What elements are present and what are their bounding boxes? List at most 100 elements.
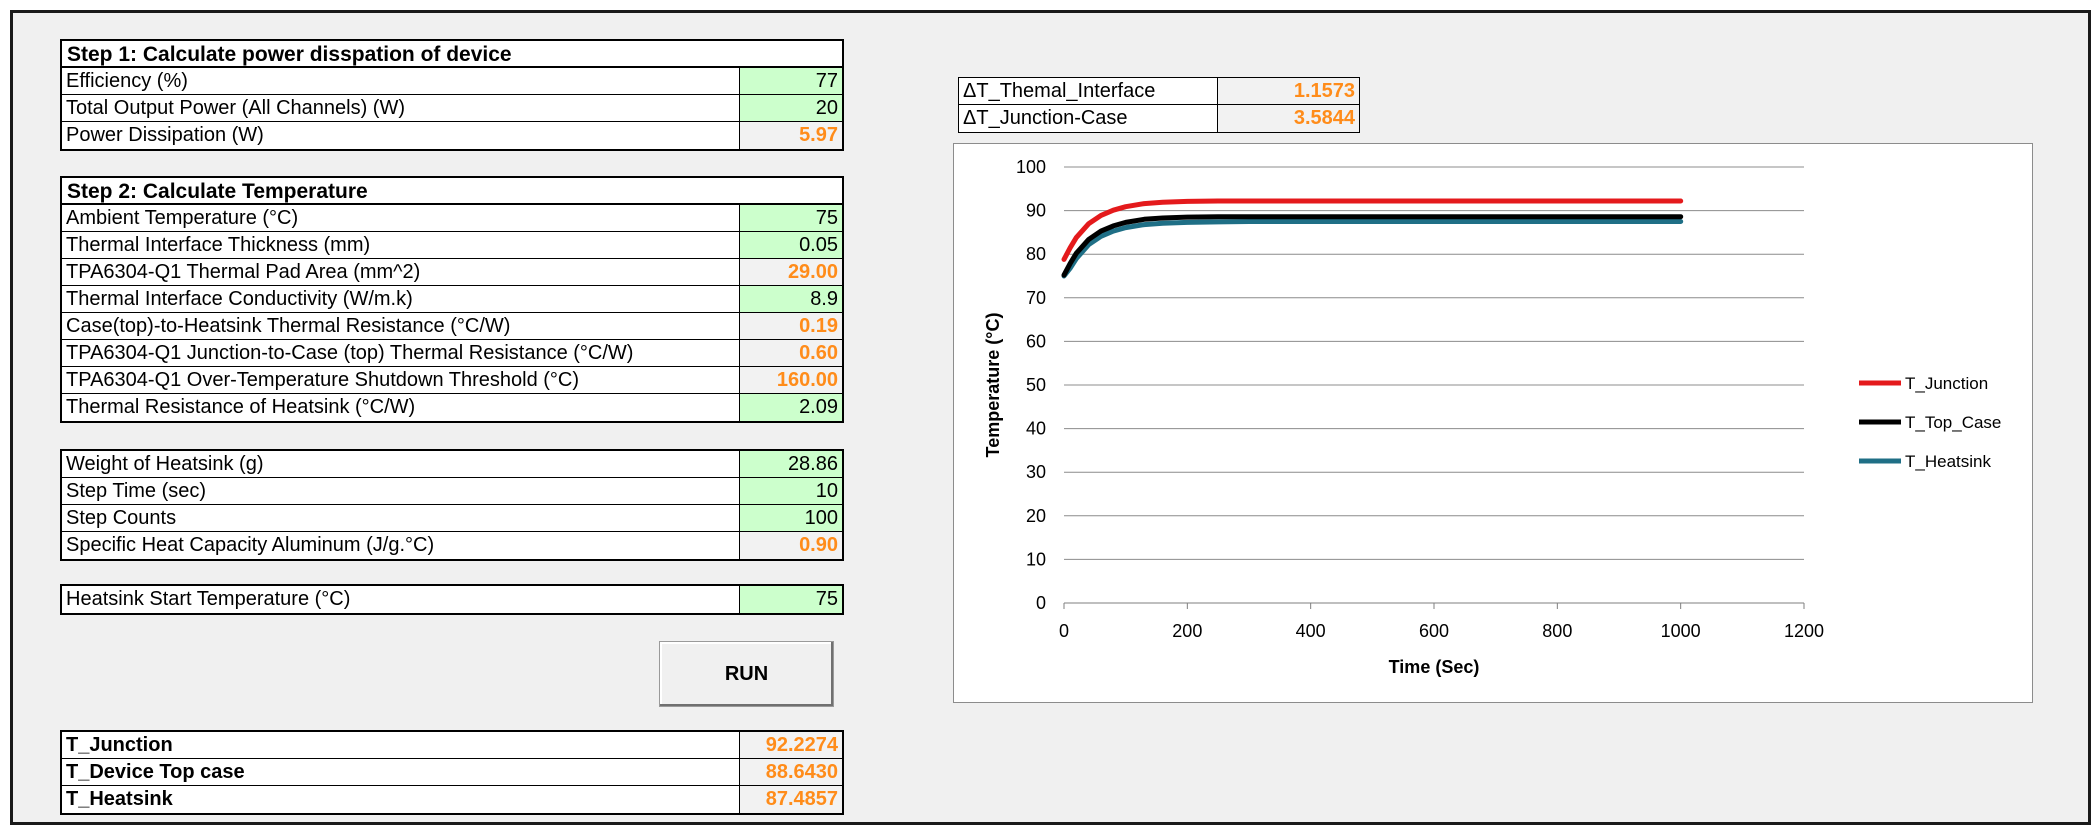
y-tick-label: 30 [1026, 462, 1046, 482]
heatsink-weight-label: Weight of Heatsink (g) [62, 451, 740, 477]
x-tick-label: 1200 [1784, 621, 1824, 641]
heatsink-res-input[interactable]: 2.09 [740, 394, 842, 421]
junction-case-res-label: TPA6304-Q1 Junction-to-Case (top) Therma… [62, 340, 740, 366]
y-tick-label: 0 [1036, 593, 1046, 613]
result-top-case-value: 88.6430 [740, 759, 842, 785]
efficiency-row: Efficiency (%) 77 [62, 68, 842, 95]
step2-title: Step 2: Calculate Temperature [62, 178, 842, 205]
y-tick-label: 50 [1026, 375, 1046, 395]
delta-interface-row: ΔT_Themal_Interface 1.1573 [959, 78, 1359, 105]
output-power-label: Total Output Power (All Channels) (W) [62, 95, 740, 121]
ti-conductivity-row: Thermal Interface Conductivity (W/m.k) 8… [62, 286, 842, 313]
heatsink-table: Weight of Heatsink (g) 28.86 Step Time (… [60, 449, 844, 561]
ti-conductivity-label: Thermal Interface Conductivity (W/m.k) [62, 286, 740, 312]
y-tick-label: 70 [1026, 288, 1046, 308]
result-junction-row: T_Junction 92.2274 [62, 732, 842, 759]
x-tick-label: 200 [1172, 621, 1202, 641]
x-tick-label: 1000 [1661, 621, 1701, 641]
ambient-temp-input[interactable]: 75 [740, 205, 842, 231]
result-top-case-row: T_Device Top case 88.6430 [62, 759, 842, 786]
y-tick-label: 90 [1026, 201, 1046, 221]
heatsink-weight-row: Weight of Heatsink (g) 28.86 [62, 451, 842, 478]
x-axis-title: Time (Sec) [1389, 657, 1480, 677]
power-dissipation-label: Power Dissipation (W) [62, 122, 740, 149]
delta-junction-case-row: ΔT_Junction-Case 3.5844 [959, 105, 1359, 132]
case-heatsink-res-row: Case(top)-to-Heatsink Thermal Resistance… [62, 313, 842, 340]
pad-area-row: TPA6304-Q1 Thermal Pad Area (mm^2) 29.00 [62, 259, 842, 286]
power-dissipation-row: Power Dissipation (W) 5.97 [62, 122, 842, 149]
ambient-temp-row: Ambient Temperature (°C) 75 [62, 205, 842, 232]
step-time-row: Step Time (sec) 10 [62, 478, 842, 505]
heatsink-res-label: Thermal Resistance of Heatsink (°C/W) [62, 394, 740, 421]
step1-table: Step 1: Calculate power disspation of de… [60, 39, 844, 151]
step2-table: Step 2: Calculate Temperature Ambient Te… [60, 176, 844, 423]
temperature-chart[interactable]: 0 10 20 30 40 50 60 70 80 90 100 0 200 400 600 800 1000 1… [953, 143, 2033, 703]
ti-thickness-label: Thermal Interface Thickness (mm) [62, 232, 740, 258]
result-heatsink-value: 87.4857 [740, 786, 842, 813]
x-tick-label: 600 [1419, 621, 1449, 641]
y-tick-label: 10 [1026, 549, 1046, 569]
step-time-label: Step Time (sec) [62, 478, 740, 504]
output-power-row: Total Output Power (All Channels) (W) 20 [62, 95, 842, 122]
heat-capacity-value: 0.90 [740, 532, 842, 559]
result-top-case-label: T_Device Top case [62, 759, 740, 785]
start-temp-input[interactable]: 75 [740, 586, 842, 613]
delta-table: ΔT_Themal_Interface 1.1573 ΔT_Junction-C… [958, 77, 1360, 133]
step1-title: Step 1: Calculate power disspation of de… [62, 41, 842, 68]
pad-area-label: TPA6304-Q1 Thermal Pad Area (mm^2) [62, 259, 740, 285]
x-tick-label: 400 [1296, 621, 1326, 641]
efficiency-label: Efficiency (%) [62, 68, 740, 94]
legend-label: T_Heatsink [1905, 452, 1991, 471]
junction-case-res-row: TPA6304-Q1 Junction-to-Case (top) Therma… [62, 340, 842, 367]
step-counts-row: Step Counts 100 [62, 505, 842, 532]
power-dissipation-value: 5.97 [740, 122, 842, 149]
start-temp-table: Heatsink Start Temperature (°C) 75 [60, 584, 844, 615]
legend-label: T_Top_Case [1905, 413, 2001, 432]
result-heatsink-label: T_Heatsink [62, 786, 740, 813]
step-counts-label: Step Counts [62, 505, 740, 531]
heatsink-res-row: Thermal Resistance of Heatsink (°C/W) 2.… [62, 394, 842, 421]
y-tick-label: 40 [1026, 419, 1046, 439]
start-temp-label: Heatsink Start Temperature (°C) [62, 586, 740, 613]
delta-junction-case-value: 3.5844 [1218, 105, 1359, 132]
step-time-input[interactable]: 10 [740, 478, 842, 504]
worksheet-frame: Step 1: Calculate power disspation of de… [10, 10, 2091, 825]
x-tick-label: 800 [1542, 621, 1572, 641]
y-axis-title: Temperature (°C) [983, 313, 1003, 458]
x-tick-label: 0 [1059, 621, 1069, 641]
ti-thickness-row: Thermal Interface Thickness (mm) 0.05 [62, 232, 842, 259]
y-tick-label: 80 [1026, 244, 1046, 264]
series-line-t-junction [1061, 198, 1684, 262]
run-button[interactable]: RUN [659, 641, 834, 707]
result-heatsink-row: T_Heatsink 87.4857 [62, 786, 842, 813]
start-temp-row: Heatsink Start Temperature (°C) 75 [62, 586, 842, 613]
y-tick-label: 60 [1026, 331, 1046, 351]
shutdown-threshold-label: TPA6304-Q1 Over-Temperature Shutdown Thr… [62, 367, 740, 393]
results-table: T_Junction 92.2274 T_Device Top case 88.… [60, 730, 844, 815]
shutdown-threshold-value: 160.00 [740, 367, 842, 393]
ti-thickness-input[interactable]: 0.05 [740, 232, 842, 258]
heatsink-weight-input[interactable]: 28.86 [740, 451, 842, 477]
efficiency-input[interactable]: 77 [740, 68, 842, 94]
legend-label: T_Junction [1905, 374, 1988, 393]
ambient-temp-label: Ambient Temperature (°C) [62, 205, 740, 231]
heat-capacity-row: Specific Heat Capacity Aluminum (J/g.°C)… [62, 532, 842, 559]
heat-capacity-label: Specific Heat Capacity Aluminum (J/g.°C) [62, 532, 740, 559]
case-heatsink-res-label: Case(top)-to-Heatsink Thermal Resistance… [62, 313, 740, 339]
ti-conductivity-input[interactable]: 8.9 [740, 286, 842, 312]
y-tick-label: 20 [1026, 506, 1046, 526]
delta-interface-value: 1.1573 [1218, 78, 1359, 104]
shutdown-threshold-row: TPA6304-Q1 Over-Temperature Shutdown Thr… [62, 367, 842, 394]
junction-case-res-value: 0.60 [740, 340, 842, 366]
result-junction-label: T_Junction [62, 732, 740, 758]
output-power-input[interactable]: 20 [740, 95, 842, 121]
case-heatsink-res-value: 0.19 [740, 313, 842, 339]
delta-junction-case-label: ΔT_Junction-Case [959, 105, 1218, 132]
pad-area-value: 29.00 [740, 259, 842, 285]
series-line-t-heatsink [1061, 219, 1684, 279]
y-tick-label: 100 [1016, 157, 1046, 177]
delta-interface-label: ΔT_Themal_Interface [959, 78, 1218, 104]
step-counts-input[interactable]: 100 [740, 505, 842, 531]
result-junction-value: 92.2274 [740, 732, 842, 758]
